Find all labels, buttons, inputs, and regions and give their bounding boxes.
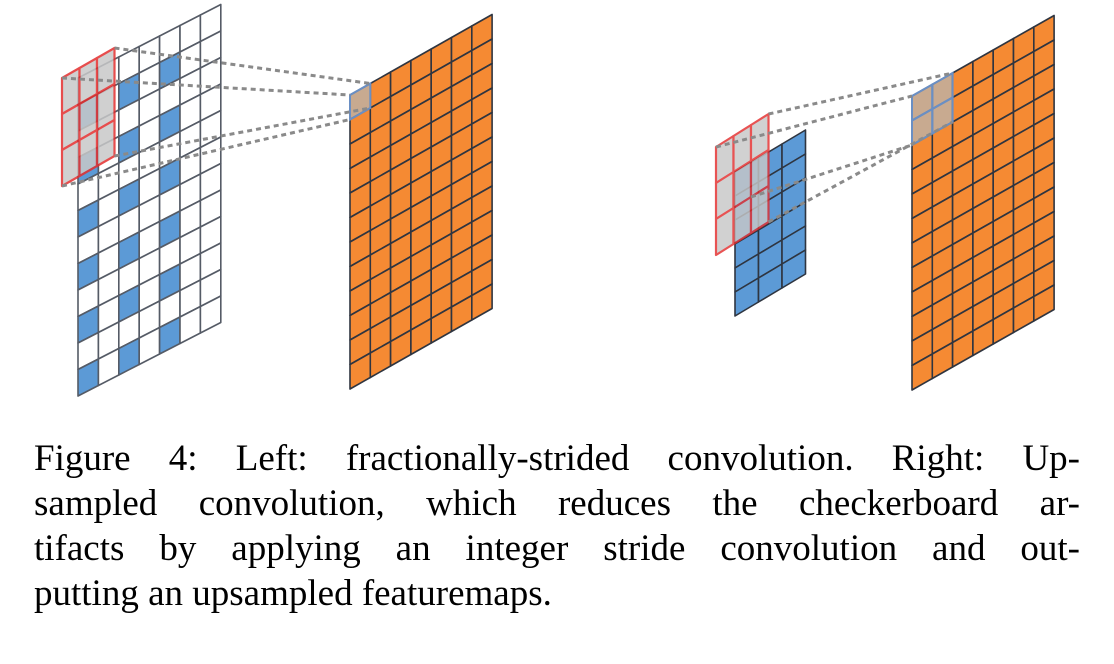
caption-line: tifacts by applying an integer stride co… xyxy=(34,528,1080,569)
figure-caption: Figure 4: Left: fractionally-strided con… xyxy=(34,436,1080,616)
left-panel-fractionally-strided xyxy=(60,3,493,397)
right-kernel xyxy=(714,112,770,257)
right-output-featuremap xyxy=(911,14,1055,391)
caption-line: putting an upsampled featuremaps. xyxy=(34,573,552,614)
output-cell xyxy=(470,283,493,321)
left-output-featuremap xyxy=(349,13,493,390)
projection-line xyxy=(715,94,913,149)
figure-illustration xyxy=(60,3,1055,397)
left-kernel xyxy=(60,46,116,188)
projection-line xyxy=(61,76,351,97)
projection-line xyxy=(61,118,351,188)
caption-line: sampled convolution, which reduces the c… xyxy=(34,483,1080,524)
right-projection-lines xyxy=(715,71,954,224)
caption-line: Figure 4: Left: fractionally-strided con… xyxy=(34,438,1080,479)
input-cell xyxy=(781,249,807,289)
projection-line xyxy=(767,120,954,224)
output-cell xyxy=(1033,284,1055,322)
right-panel-upsampled xyxy=(714,14,1055,391)
left-projection-lines xyxy=(61,46,371,188)
projection-line xyxy=(114,46,371,85)
input-cell xyxy=(199,295,222,334)
selected-output-cell xyxy=(349,81,372,122)
projection-line xyxy=(750,143,913,199)
projection-line xyxy=(114,106,371,158)
projection-line xyxy=(768,71,953,116)
